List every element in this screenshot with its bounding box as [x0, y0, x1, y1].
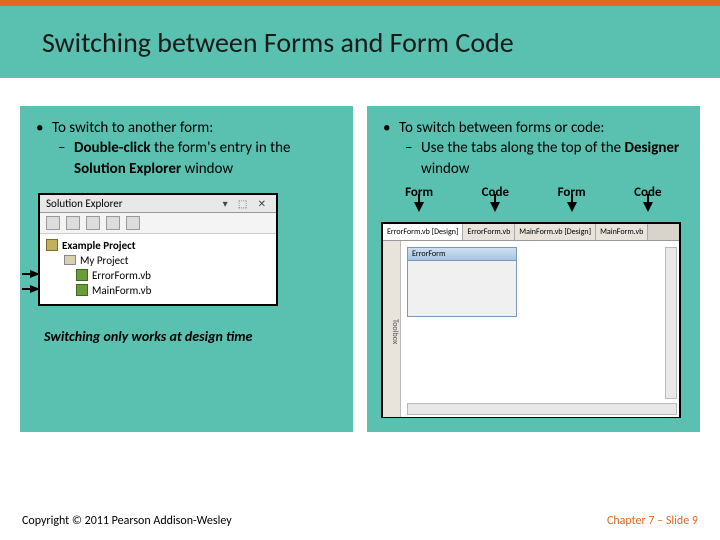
scrollbar-horizontal — [407, 403, 677, 415]
tab-label-code-1: Code — [457, 185, 533, 212]
se-tool-icon — [66, 216, 80, 230]
left-sub-bold-1: Double-click — [74, 139, 151, 157]
left-column: To switch to another form: Double-click … — [20, 106, 353, 432]
designer-tabs: ErrorForm.vb [Design] ErrorForm.vb MainF… — [383, 224, 679, 241]
designer-screenshot: ErrorForm.vb [Design] ErrorForm.vb MainF… — [381, 222, 681, 418]
left-sub-bullet: Double-click the form's entry in the Sol… — [30, 138, 343, 179]
arrow-down-icon — [414, 202, 424, 212]
designer-tab-1: ErrorForm.vb [Design] — [383, 224, 463, 240]
vb-file-icon — [76, 269, 88, 281]
right-column: To switch between forms or code: Use the… — [367, 106, 700, 432]
arrow-down-icon — [567, 202, 577, 212]
left-sub-text-1: the form's entry in the — [151, 139, 291, 157]
copyright-text: Copyright © 2011 Pearson Addison-Wesley — [22, 514, 232, 528]
tab-label-form-2: Form — [534, 185, 610, 212]
se-header-icons: ▾ ⬚ ✕ — [223, 197, 270, 210]
arrow-down-icon — [643, 202, 653, 212]
designer-tab-2: ErrorForm.vb — [463, 224, 515, 240]
arrow-right-icon — [30, 270, 40, 278]
vb-file-icon — [76, 284, 88, 296]
se-child: My Project — [46, 253, 270, 268]
content-area: To switch to another form: Double-click … — [0, 78, 720, 432]
designer-form-preview: ErrorForm — [407, 247, 517, 317]
designer-form-title: ErrorForm — [408, 248, 516, 261]
se-header: Solution Explorer ▾ ⬚ ✕ — [40, 195, 276, 213]
left-sub-bold-2: Solution Explorer — [74, 160, 181, 178]
designer-tab-4: MainForm.vb — [596, 224, 648, 240]
designer-tab-3: MainForm.vb [Design] — [515, 224, 596, 240]
se-tree: Example Project My Project ErrorForm.vb … — [40, 234, 276, 304]
left-bullet: To switch to another form: — [30, 118, 343, 138]
se-tool-icon — [86, 216, 100, 230]
scrollbar-vertical — [665, 247, 677, 399]
arrow-right-icon — [30, 285, 40, 293]
se-tool-icon — [126, 216, 140, 230]
right-bullet: To switch between forms or code: — [377, 118, 690, 138]
footer: Copyright © 2011 Pearson Addison-Wesley … — [22, 514, 698, 528]
tab-label-form-1: Form — [381, 185, 457, 212]
tab-label-code-2: Code — [610, 185, 686, 212]
title-bar: Switching between Forms and Form Code — [0, 0, 720, 78]
se-file-2-label: MainForm.vb — [92, 284, 151, 297]
designer-toolbox-strip: Toolbox — [383, 241, 401, 417]
left-sub-text-2: window — [181, 160, 233, 178]
se-file-2: MainForm.vb — [46, 283, 270, 298]
se-tool-icon — [106, 216, 120, 230]
right-sub-text-2: window — [421, 160, 470, 178]
se-root: Example Project — [46, 238, 270, 253]
se-file-1: ErrorForm.vb — [46, 268, 270, 283]
right-sub-bold: Designer — [625, 139, 680, 157]
slide-title: Switching between Forms and Form Code — [42, 25, 514, 60]
solution-explorer-screenshot: Solution Explorer ▾ ⬚ ✕ Example Project … — [38, 193, 278, 306]
se-file-1-label: ErrorForm.vb — [92, 269, 151, 282]
right-sub-bullet: Use the tabs along the top of the Design… — [377, 138, 690, 179]
project-icon — [46, 239, 58, 251]
designer-canvas: ErrorForm — [401, 241, 679, 417]
se-toolbar — [40, 213, 276, 234]
se-root-label: Example Project — [62, 239, 136, 252]
right-sub-text-1: Use the tabs along the top of the — [421, 139, 625, 157]
arrow-down-icon — [490, 202, 500, 212]
tab-labels-row: Form Code Form Code — [377, 185, 690, 212]
design-time-note: Switching only works at design time — [30, 328, 343, 345]
folder-icon — [64, 255, 76, 265]
slide-number: Chapter 7 – Slide 9 — [607, 514, 698, 528]
se-tool-icon — [46, 216, 60, 230]
se-title: Solution Explorer — [46, 197, 123, 210]
se-child-label: My Project — [80, 254, 128, 267]
designer-body: Toolbox ErrorForm — [383, 241, 679, 417]
